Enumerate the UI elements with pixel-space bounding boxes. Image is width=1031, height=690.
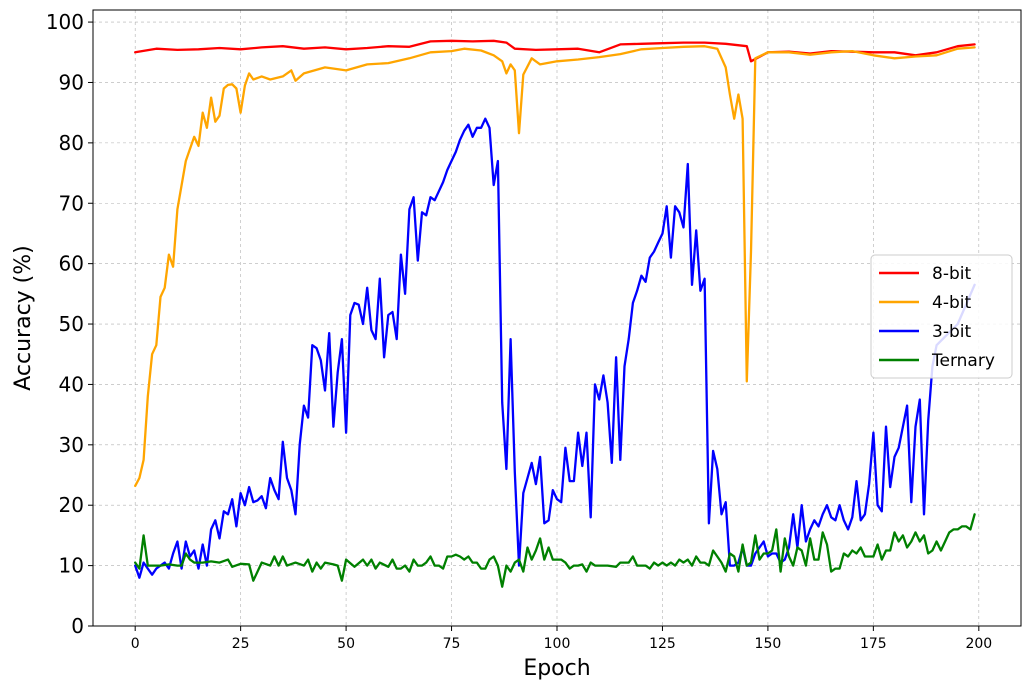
legend: 8-bit 4-bit 3-bit Ternary <box>870 254 1013 379</box>
series-line-3-bit <box>134 117 976 579</box>
y-tick-label: 30 <box>59 433 84 457</box>
grid-lines <box>93 10 1021 627</box>
series-lines <box>134 39 976 588</box>
x-tick-label: 50 <box>337 636 355 652</box>
x-tick-label: 75 <box>443 636 461 652</box>
x-tick-label: 0 <box>131 636 140 652</box>
series-line-ternary <box>134 513 976 588</box>
y-tick-label: 0 <box>71 614 84 638</box>
series-line-4-bit <box>134 45 976 488</box>
x-tick-label: 175 <box>860 636 887 652</box>
y-tick-label: 60 <box>59 252 84 276</box>
x-axis-label: Epoch <box>523 656 590 681</box>
y-axis-label: Accuracy (%) <box>11 245 36 391</box>
y-tick-label: 80 <box>59 131 84 155</box>
x-axis-ticks: 0 25 50 75 100 125 150 175 200 <box>131 626 992 652</box>
legend-label-3-bit: 3-bit <box>932 322 971 342</box>
x-tick-label: 125 <box>649 636 676 652</box>
y-tick-label: 90 <box>59 70 84 94</box>
x-tick-label: 25 <box>232 636 250 652</box>
x-tick-label: 200 <box>965 636 992 652</box>
y-axis-ticks: 0 10 20 30 40 50 60 70 80 90 100 <box>46 10 93 638</box>
x-tick-label: 100 <box>544 636 571 652</box>
series-line-8-bit <box>134 39 976 63</box>
y-tick-label: 100 <box>46 10 84 34</box>
legend-label-8-bit: 8-bit <box>932 264 971 284</box>
x-tick-label: 150 <box>755 636 782 652</box>
y-tick-label: 40 <box>59 372 84 396</box>
y-tick-label: 20 <box>59 493 84 517</box>
legend-label-ternary: Ternary <box>931 351 995 371</box>
y-tick-label: 70 <box>59 191 84 215</box>
legend-label-4-bit: 4-bit <box>932 293 971 313</box>
y-tick-label: 10 <box>59 554 84 578</box>
legend-box <box>870 254 1013 379</box>
y-tick-label: 50 <box>59 312 84 336</box>
